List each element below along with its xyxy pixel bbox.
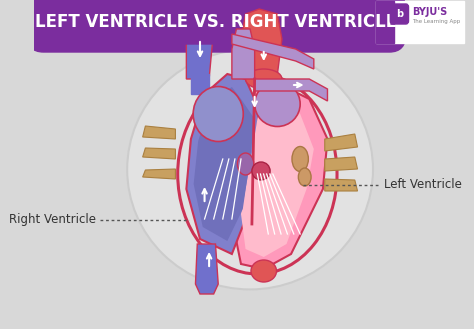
Ellipse shape	[237, 153, 254, 175]
Polygon shape	[186, 74, 259, 254]
Polygon shape	[143, 148, 175, 159]
FancyBboxPatch shape	[191, 74, 209, 94]
Polygon shape	[194, 87, 255, 241]
Text: BYJU'S: BYJU'S	[412, 7, 447, 17]
Ellipse shape	[252, 162, 270, 180]
Polygon shape	[241, 9, 282, 74]
Ellipse shape	[193, 87, 243, 141]
Ellipse shape	[127, 49, 373, 290]
Polygon shape	[255, 79, 328, 101]
Ellipse shape	[255, 82, 300, 126]
Ellipse shape	[246, 69, 282, 89]
FancyBboxPatch shape	[34, 0, 390, 44]
Ellipse shape	[292, 146, 309, 171]
Polygon shape	[325, 134, 357, 151]
FancyBboxPatch shape	[376, 1, 394, 43]
Ellipse shape	[298, 168, 311, 186]
Ellipse shape	[251, 260, 276, 282]
Text: Left Ventricle: Left Ventricle	[384, 179, 462, 191]
FancyBboxPatch shape	[27, 0, 406, 52]
Text: LEFT VENTRICLE VS. RIGHT VENTRICLE: LEFT VENTRICLE VS. RIGHT VENTRICLE	[36, 13, 398, 31]
Text: b: b	[396, 9, 403, 19]
FancyBboxPatch shape	[390, 4, 409, 24]
Polygon shape	[325, 179, 357, 191]
Polygon shape	[232, 29, 255, 79]
Text: Right Ventricle: Right Ventricle	[9, 214, 96, 226]
Polygon shape	[232, 34, 314, 69]
Polygon shape	[186, 14, 214, 79]
Polygon shape	[143, 126, 175, 139]
Polygon shape	[241, 94, 314, 257]
Polygon shape	[325, 157, 357, 171]
Polygon shape	[143, 169, 175, 179]
Polygon shape	[195, 244, 218, 294]
FancyBboxPatch shape	[376, 1, 464, 43]
Text: The Learning App: The Learning App	[412, 19, 460, 24]
Polygon shape	[232, 74, 328, 269]
